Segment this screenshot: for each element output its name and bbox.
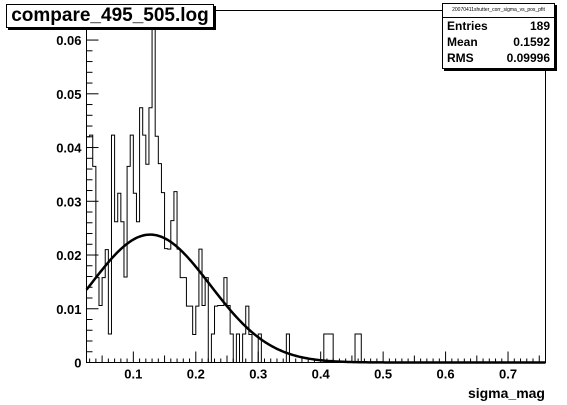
chart-title: compare_495_505.log bbox=[6, 4, 214, 28]
stats-value: 189 bbox=[529, 19, 550, 33]
y-tick-label: 0 bbox=[74, 356, 81, 371]
x-axis-title: sigma_mag bbox=[468, 385, 545, 401]
x-tick-label: 0.4 bbox=[312, 367, 331, 382]
stats-box-title: 20070411shutter_corr_sigma_vs_pos_pfit bbox=[443, 4, 554, 18]
stats-value: 0.1592 bbox=[513, 35, 550, 49]
stats-label: Entries bbox=[447, 19, 488, 33]
stats-label: Mean bbox=[447, 35, 478, 49]
stats-row-rms: RMS 0.09996 bbox=[443, 50, 554, 66]
y-tick-label: 0.03 bbox=[56, 194, 81, 209]
stats-label: RMS bbox=[447, 51, 474, 65]
stats-row-entries: Entries 189 bbox=[443, 18, 554, 34]
y-tick-label: 0.02 bbox=[56, 248, 81, 263]
stats-value: 0.09996 bbox=[506, 51, 550, 65]
y-tick-label: 0.04 bbox=[56, 141, 82, 156]
y-axis bbox=[86, 18, 99, 363]
x-tick-label: 0.3 bbox=[249, 367, 267, 382]
x-tick-label: 0.5 bbox=[374, 367, 392, 382]
stats-row-mean: Mean 0.1592 bbox=[443, 34, 554, 50]
y-tick-label: 0.06 bbox=[56, 33, 81, 48]
x-tick-labels: 0.1 0.2 0.3 0.4 0.5 0.6 0.7 bbox=[124, 367, 517, 382]
histogram-series bbox=[86, 21, 546, 363]
x-tick-label: 0.6 bbox=[437, 367, 455, 382]
y-tick-labels: 0 0.01 0.02 0.03 0.04 0.05 0.06 bbox=[56, 33, 82, 370]
gaussian-fit-curve bbox=[85, 233, 546, 364]
x-tick-label: 0.7 bbox=[499, 367, 517, 382]
x-tick-label: 0.2 bbox=[187, 367, 205, 382]
stats-box: 20070411shutter_corr_sigma_vs_pos_pfit E… bbox=[442, 3, 555, 69]
y-tick-label: 0.01 bbox=[56, 302, 81, 317]
x-tick-label: 0.1 bbox=[124, 367, 142, 382]
y-tick-label: 0.05 bbox=[56, 87, 81, 102]
